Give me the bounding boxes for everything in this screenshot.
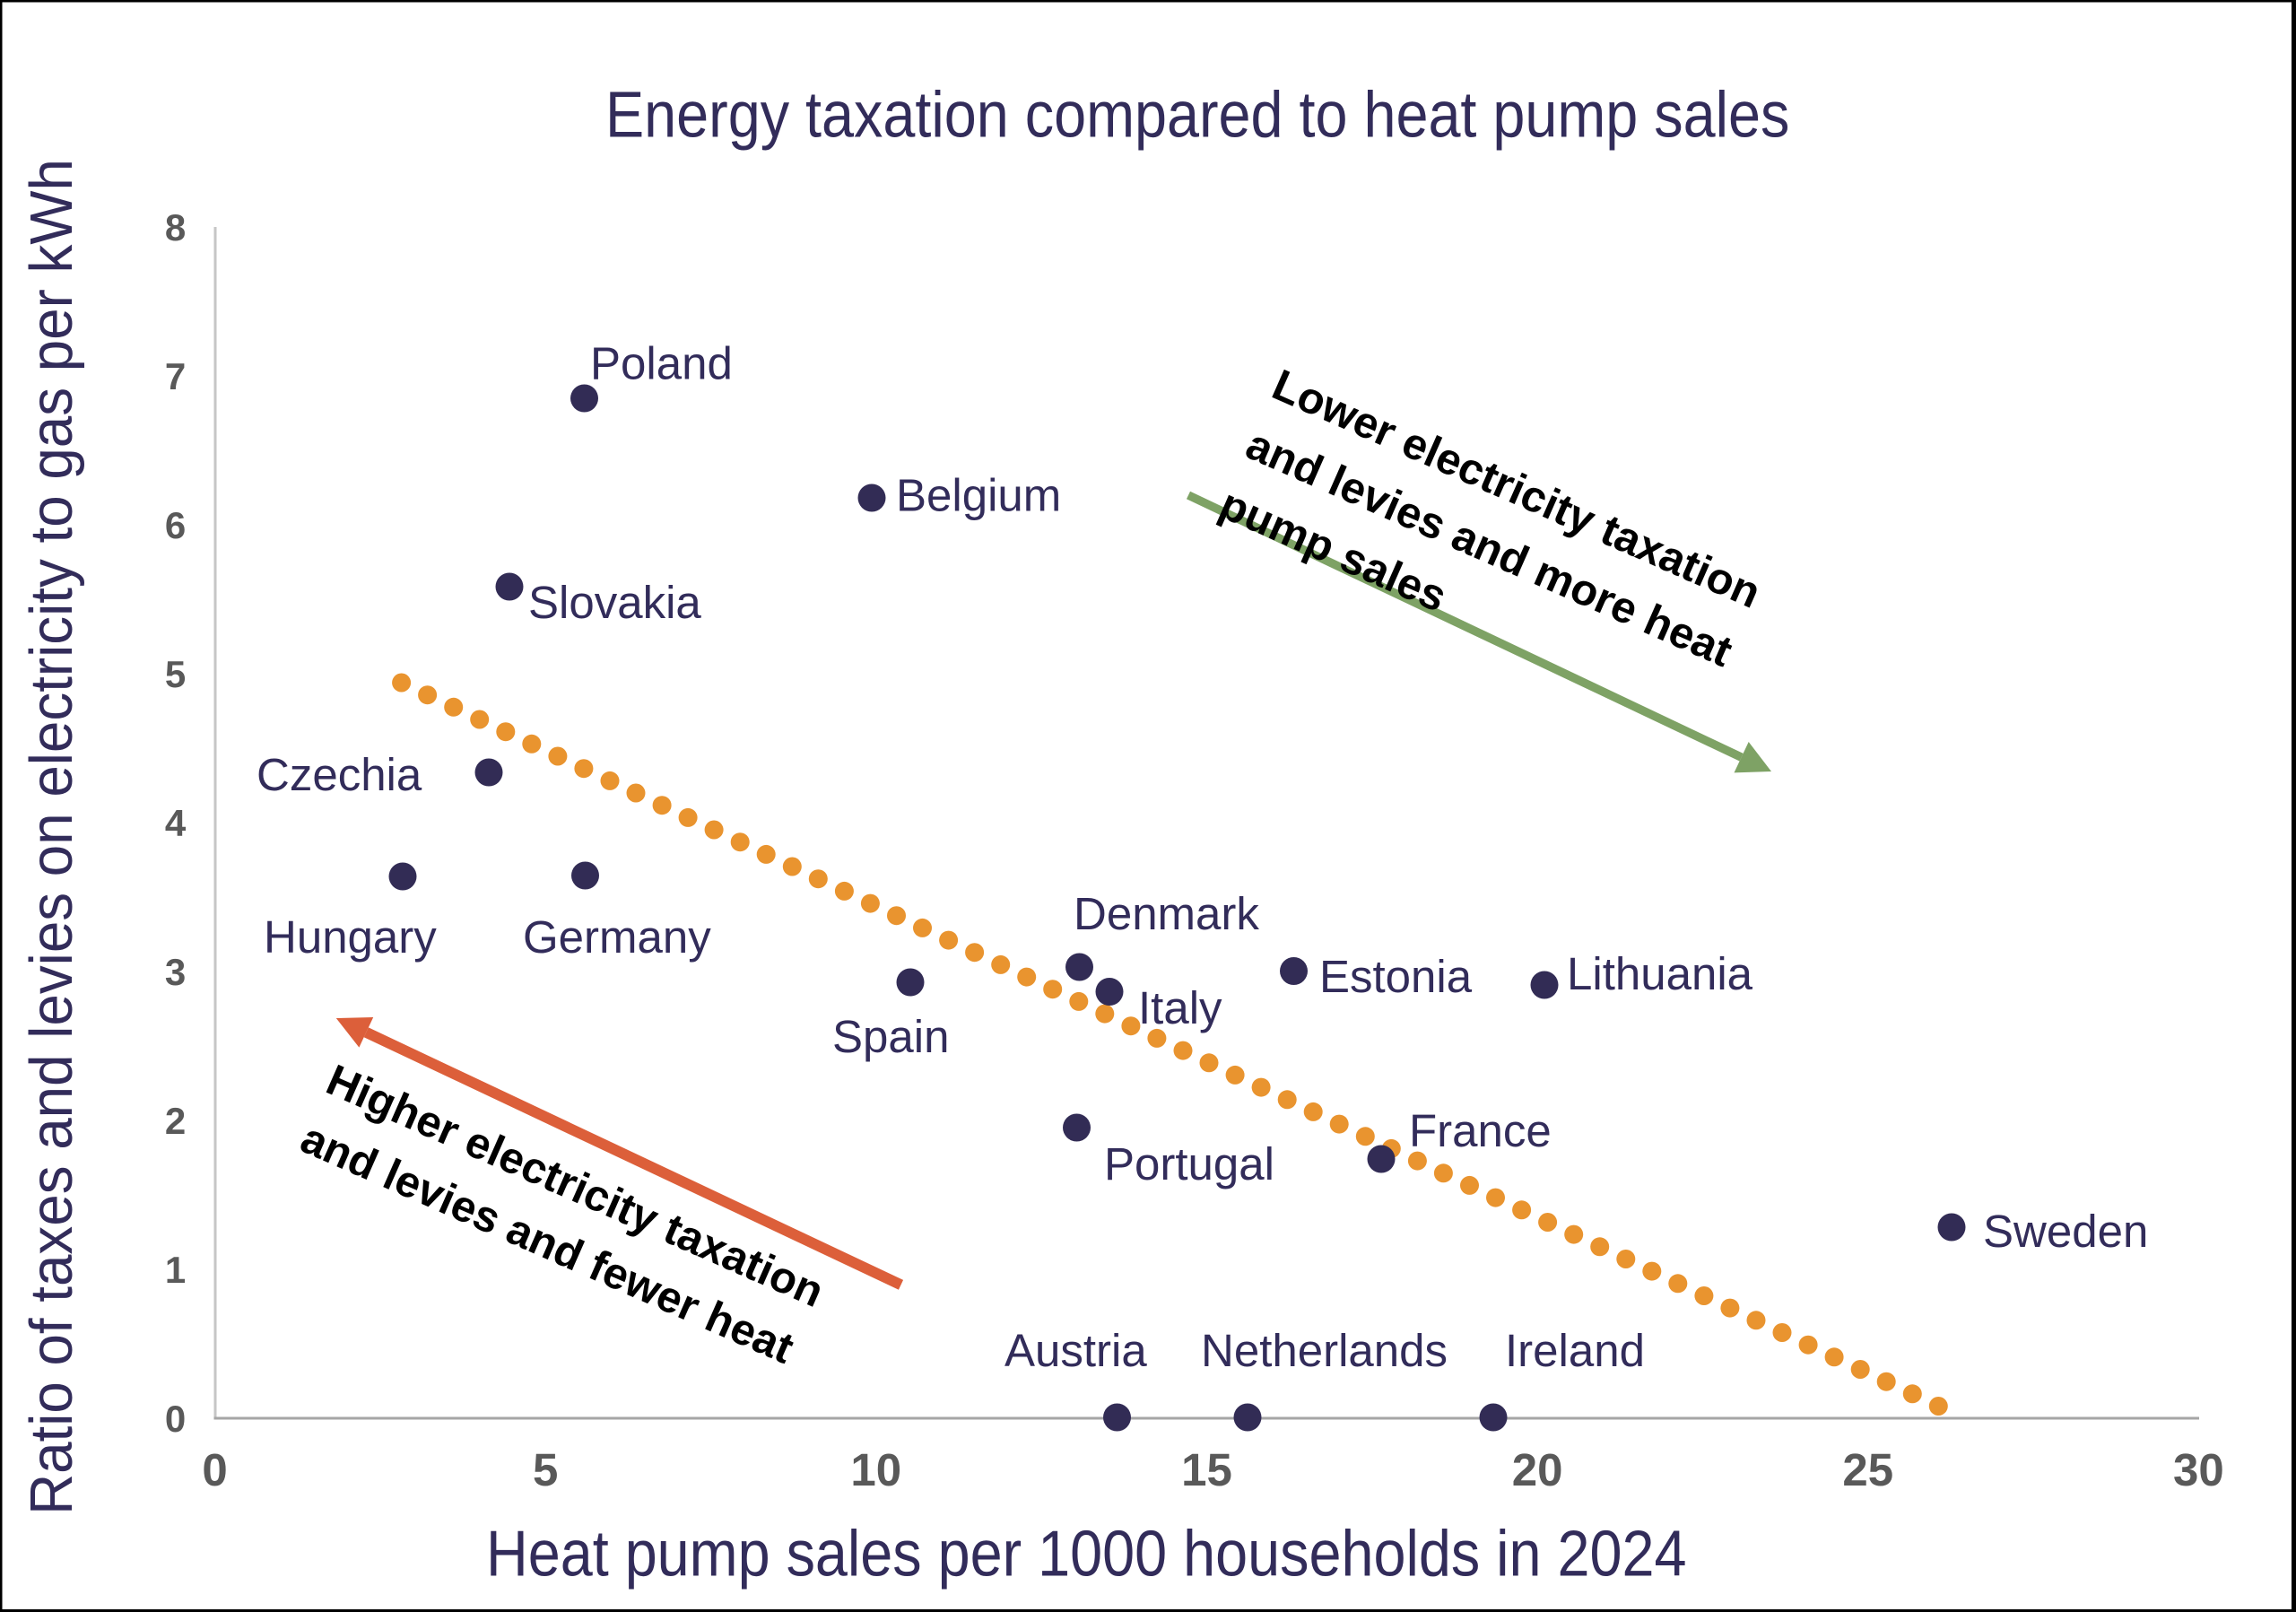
svg-text:25: 25 — [1842, 1444, 1893, 1495]
svg-text:Heat pump sales per 1000 house: Heat pump sales per 1000 households in 2… — [486, 1517, 1687, 1590]
svg-text:Poland: Poland — [590, 338, 733, 389]
svg-text:3: 3 — [165, 951, 186, 993]
svg-text:6: 6 — [165, 504, 186, 546]
svg-text:Energy taxation compared to he: Energy taxation compared to heat pump sa… — [605, 78, 1789, 151]
svg-text:Italy: Italy — [1138, 982, 1222, 1033]
svg-text:10: 10 — [850, 1444, 901, 1495]
svg-text:1: 1 — [165, 1249, 186, 1291]
svg-text:0: 0 — [165, 1398, 186, 1440]
svg-text:Germany: Germany — [523, 911, 711, 963]
svg-text:France: France — [1409, 1105, 1552, 1156]
svg-text:2: 2 — [165, 1100, 186, 1142]
svg-text:Hungary: Hungary — [264, 911, 437, 963]
svg-text:Czechia: Czechia — [257, 749, 422, 800]
svg-text:7: 7 — [165, 355, 186, 397]
svg-text:8: 8 — [165, 206, 186, 248]
svg-text:5: 5 — [533, 1444, 558, 1495]
svg-text:Sweden: Sweden — [1983, 1206, 2148, 1257]
svg-text:Portugal: Portugal — [1104, 1138, 1274, 1189]
svg-text:Lithuania: Lithuania — [1567, 948, 1753, 999]
svg-text:Netherlands: Netherlands — [1201, 1325, 1448, 1376]
svg-text:Ireland: Ireland — [1505, 1325, 1645, 1376]
svg-text:Belgium: Belgium — [896, 470, 1061, 521]
svg-text:Denmark: Denmark — [1074, 888, 1259, 939]
svg-text:Ratio of taxes and levies on e: Ratio of taxes and levies on electricity… — [18, 159, 84, 1515]
svg-text:4: 4 — [165, 802, 187, 844]
svg-text:20: 20 — [1512, 1444, 1563, 1495]
svg-text:Austria: Austria — [1004, 1325, 1147, 1376]
svg-text:15: 15 — [1181, 1444, 1232, 1495]
svg-text:Slovakia: Slovakia — [528, 577, 701, 628]
svg-text:Spain: Spain — [832, 1011, 949, 1062]
svg-text:5: 5 — [165, 653, 186, 695]
svg-text:0: 0 — [202, 1444, 227, 1495]
svg-text:30: 30 — [2173, 1444, 2224, 1495]
svg-text:Estonia: Estonia — [1319, 951, 1473, 1002]
